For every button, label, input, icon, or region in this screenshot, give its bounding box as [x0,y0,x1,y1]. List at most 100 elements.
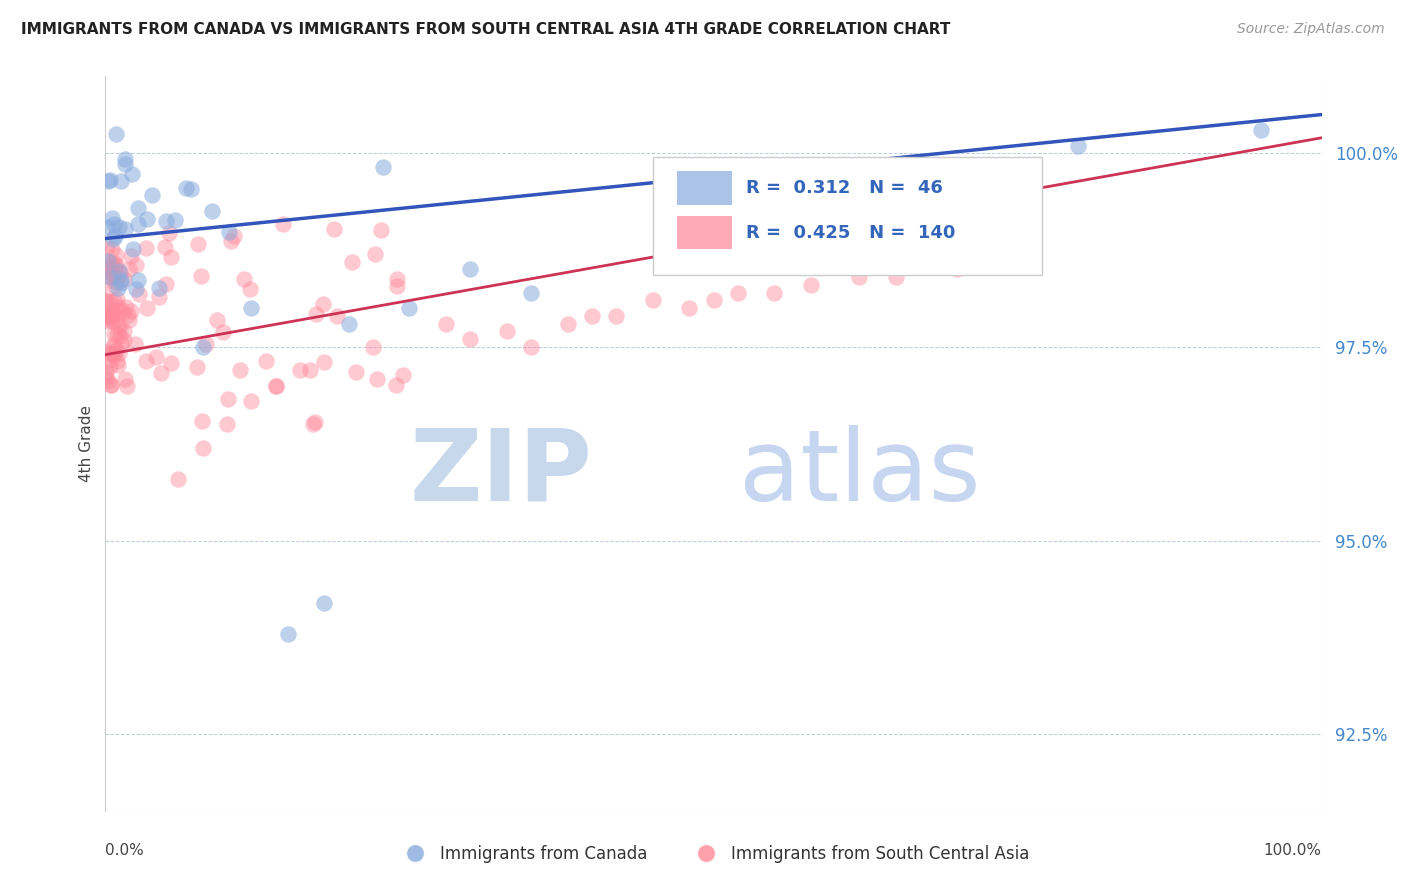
Point [94,293,117,308]
FancyBboxPatch shape [652,157,1042,275]
Point [458,262,481,277]
Point [271,217,294,231]
Point [107,345,129,359]
Point [100,359,122,374]
Point [135,354,157,368]
Point [121,242,143,256]
Point [107,302,129,317]
Point [101,345,124,359]
Point [108,266,131,280]
Point [104,258,127,272]
Point [104,260,127,275]
Point [112,333,135,347]
Point [103,255,125,269]
Point [105,343,128,358]
Point [155,277,177,291]
Point [153,240,176,254]
Point [103,264,125,278]
Point [114,157,136,171]
Point [212,326,235,340]
Point [103,294,125,309]
Point [136,301,159,315]
Point [103,269,125,284]
Point [264,379,287,393]
Legend: Immigrants from Canada, Immigrants from South Central Asia: Immigrants from Canada, Immigrants from … [391,838,1036,870]
Point [105,292,128,306]
Point [104,276,127,290]
Point [94,290,117,304]
Point [233,271,256,285]
Point [98,256,121,270]
Point [605,309,627,323]
Point [103,218,125,232]
Point [112,324,135,338]
Point [641,293,664,308]
Point [115,378,138,392]
Text: R =  0.425   N =  140: R = 0.425 N = 140 [747,224,956,242]
Point [97,354,120,368]
Point [921,254,943,268]
Text: Source: ZipAtlas.com: Source: ZipAtlas.com [1237,22,1385,37]
Point [581,309,603,323]
Point [1250,123,1272,137]
Point [165,213,187,227]
Point [97,254,120,268]
Point [219,234,242,248]
Point [314,355,336,369]
Point [120,249,142,263]
Point [107,281,129,295]
Point [100,347,122,361]
Point [115,300,138,314]
Point [201,204,224,219]
Point [96,242,118,256]
Point [217,392,239,406]
Point [127,273,149,287]
Point [128,287,150,301]
Point [94,365,117,379]
Point [322,222,344,236]
Point [104,228,127,243]
Point [702,293,725,308]
Point [101,211,124,225]
Point [155,213,177,227]
Point [148,281,170,295]
Point [97,374,120,388]
Point [298,363,321,377]
Point [118,313,141,327]
Point [114,372,136,386]
Point [108,318,131,333]
Point [495,325,517,339]
Point [98,265,121,279]
Point [110,328,132,343]
Y-axis label: 4th Grade: 4th Grade [79,405,94,483]
Point [110,337,132,351]
FancyBboxPatch shape [678,171,731,204]
Point [373,161,395,175]
Point [101,305,124,319]
Point [314,596,336,610]
Point [254,354,277,368]
Point [100,377,122,392]
Point [124,258,146,272]
Point [239,282,262,296]
Point [94,370,117,384]
Point [97,220,120,235]
Point [180,182,202,196]
Point [120,303,142,318]
Point [103,327,125,342]
Point [218,225,240,239]
Text: 100.0%: 100.0% [1264,843,1322,857]
Point [96,260,118,275]
Point [98,310,121,324]
Point [187,237,209,252]
Point [370,223,392,237]
Point [363,246,385,260]
Point [124,337,146,351]
Point [398,301,420,316]
Point [127,201,149,215]
Point [337,317,360,331]
Point [301,417,323,431]
Point [112,272,135,286]
Point [520,285,543,300]
Text: atlas: atlas [738,425,980,522]
